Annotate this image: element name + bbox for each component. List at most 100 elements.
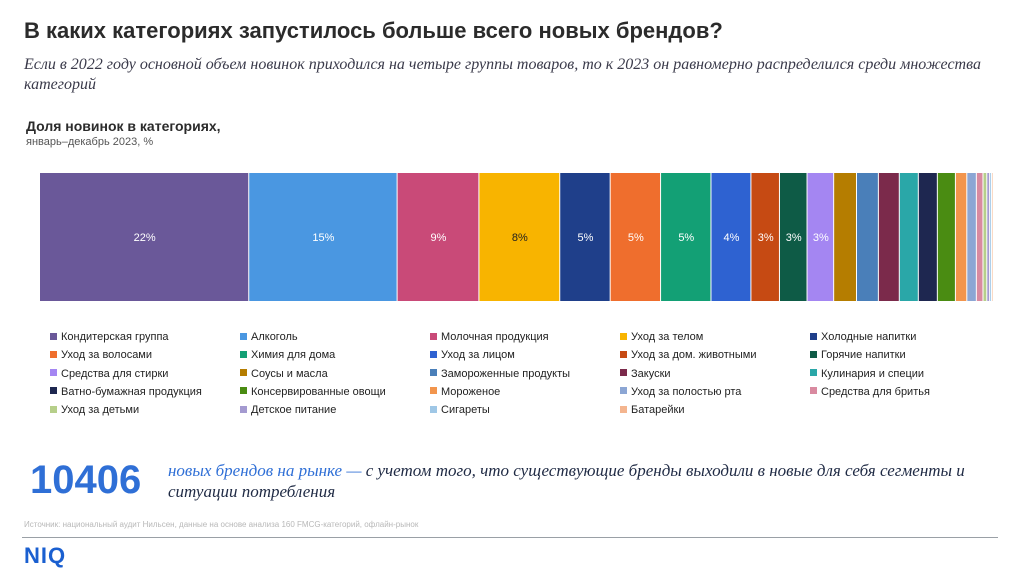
legend-swatch bbox=[240, 332, 247, 340]
legend-label: Уход за детьми bbox=[61, 404, 140, 417]
legend-swatch bbox=[430, 350, 437, 358]
legend-swatch bbox=[620, 369, 627, 377]
bar-segment bbox=[610, 173, 661, 301]
bar-segment bbox=[779, 173, 807, 301]
bar-data-label: 5% bbox=[678, 232, 694, 244]
bar-segment bbox=[878, 173, 899, 301]
bar-segment bbox=[479, 173, 560, 301]
bar-segment bbox=[983, 173, 987, 301]
legend-label: Молочная продукция bbox=[441, 331, 549, 343]
bar-segment bbox=[40, 173, 249, 301]
bar-segment bbox=[899, 173, 918, 301]
legend-item: Кулинария и специи bbox=[810, 368, 924, 380]
bar-data-label: 4% bbox=[723, 232, 739, 244]
legend-item: Уход за детьми bbox=[50, 404, 139, 416]
legend-label: Соусы и масла bbox=[251, 367, 328, 380]
legend-item: Уход за волосами bbox=[50, 349, 152, 361]
legend-item: Холодные напитки bbox=[810, 331, 916, 343]
legend-label: Химия для дома bbox=[251, 349, 336, 362]
legend-swatch bbox=[810, 369, 817, 377]
bar-segment bbox=[918, 173, 937, 301]
bar-segment bbox=[992, 173, 993, 301]
legend-swatch bbox=[50, 405, 57, 413]
legend-label: Холодные напитки bbox=[821, 331, 917, 343]
bar-segment bbox=[807, 173, 834, 301]
legend-label: Уход за лицом bbox=[441, 349, 515, 362]
page-subtitle: Если в 2022 году основной объем новинок … bbox=[24, 56, 981, 93]
bar-data-label: 22% bbox=[134, 232, 156, 244]
legend-item: Средства для стирки bbox=[50, 368, 168, 380]
legend-item: Замороженные продукты bbox=[430, 368, 570, 380]
legend-swatch bbox=[620, 405, 627, 413]
legend-label: Мороженое bbox=[441, 385, 501, 398]
legend-swatch bbox=[810, 350, 817, 358]
legend-label: Алкоголь bbox=[251, 331, 298, 343]
legend-label: Средства для стирки bbox=[61, 367, 169, 380]
stacked-bar-chart: 22% 15% 9% 8% 5% 5% 5% 4% 3% 3% 3% bbox=[40, 173, 993, 301]
note-text: с учетом того, что существующие бренды в… bbox=[168, 461, 965, 501]
legend-swatch bbox=[50, 350, 57, 358]
legend-label: Уход за полостью рта bbox=[631, 385, 742, 398]
legend-swatch bbox=[620, 387, 627, 395]
page-title: В каких категориях запустилось больше вс… bbox=[24, 18, 723, 43]
source-note: Источник: национальный аудит Нильсен, да… bbox=[24, 520, 419, 529]
bar-segment bbox=[937, 173, 955, 301]
legend-swatch bbox=[50, 369, 57, 377]
bar-segment bbox=[834, 173, 856, 301]
bar-segment bbox=[661, 173, 711, 301]
legend-item: Соусы и масла bbox=[240, 368, 328, 380]
legend-item: Сигареты bbox=[430, 404, 490, 416]
bar-data-label: 8% bbox=[512, 232, 528, 244]
legend-item: Закуски bbox=[620, 368, 671, 380]
legend-swatch bbox=[620, 332, 627, 340]
bar-segment bbox=[560, 173, 610, 301]
bar-data-label: 3% bbox=[813, 232, 829, 244]
legend-item: Уход за дом. животными bbox=[620, 349, 756, 361]
legend-swatch bbox=[430, 369, 437, 377]
footer-divider bbox=[22, 537, 998, 538]
bar-segment bbox=[987, 173, 990, 301]
niq-logo: NIQ bbox=[24, 543, 67, 568]
bar-data-label: 9% bbox=[431, 232, 447, 244]
bar-segment bbox=[249, 173, 397, 301]
bar-segment bbox=[711, 173, 751, 301]
bar-segment bbox=[397, 173, 479, 301]
new-brands-note: новых брендов на рынке — с учетом того, … bbox=[168, 460, 998, 502]
legend-item: Горячие напитки bbox=[810, 349, 906, 361]
legend-swatch bbox=[620, 350, 627, 358]
legend-label: Горячие напитки bbox=[821, 349, 906, 362]
legend-label: Замороженные продукты bbox=[441, 367, 571, 380]
legend-swatch bbox=[810, 387, 817, 395]
bar-segment bbox=[990, 173, 992, 301]
chart-title: Доля новинок в категориях, bbox=[26, 118, 221, 134]
legend-label: Консервированные овощи bbox=[251, 385, 386, 398]
legend-label: Батарейки bbox=[631, 404, 685, 417]
legend-swatch bbox=[810, 332, 817, 340]
bar-segment bbox=[955, 173, 967, 301]
legend-label: Закуски bbox=[631, 367, 671, 380]
legend-item: Уход за телом bbox=[620, 331, 703, 343]
new-brands-count: 10406 bbox=[30, 458, 142, 502]
bar-segment bbox=[856, 173, 878, 301]
note-accent: новых брендов на рынке — bbox=[168, 461, 362, 480]
bar-data-label: 5% bbox=[578, 232, 594, 244]
legend-item: Консервированные овощи bbox=[240, 386, 386, 398]
legend-item: Средства для бритья bbox=[810, 386, 930, 398]
legend-label: Уход за телом bbox=[631, 331, 704, 343]
legend-label: Средства для бритья bbox=[821, 385, 930, 398]
legend-swatch bbox=[50, 387, 57, 395]
legend-item: Детское питание bbox=[240, 404, 336, 416]
legend-label: Уход за дом. животными bbox=[631, 349, 757, 362]
legend-item: Ватно-бумажная продукция bbox=[50, 386, 202, 398]
legend-item: Мороженое bbox=[430, 386, 500, 398]
legend-item: Уход за лицом bbox=[430, 349, 515, 361]
legend-swatch bbox=[240, 405, 247, 413]
legend-label: Детское питание bbox=[251, 404, 337, 417]
legend-swatch bbox=[430, 332, 437, 340]
legend-swatch bbox=[430, 387, 437, 395]
legend-item: Кондитерская группа bbox=[50, 331, 169, 343]
legend-item: Уход за полостью рта bbox=[620, 386, 741, 398]
legend-item: Алкоголь bbox=[240, 331, 298, 343]
legend-swatch bbox=[240, 369, 247, 377]
legend-item: Батарейки bbox=[620, 404, 684, 416]
